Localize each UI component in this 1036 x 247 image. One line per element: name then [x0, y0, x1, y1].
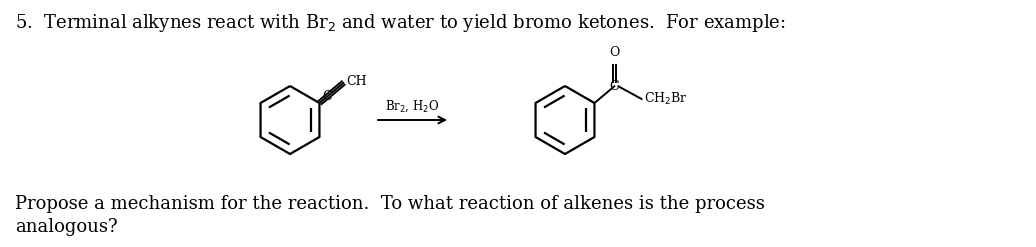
Text: 5.  Terminal alkynes react with Br$_2$ and water to yield bromo ketones.  For ex: 5. Terminal alkynes react with Br$_2$ an…	[15, 12, 786, 34]
Text: CH$_2$Br: CH$_2$Br	[643, 91, 687, 107]
Text: Br$_2$, H$_2$O: Br$_2$, H$_2$O	[385, 99, 439, 114]
Text: O: O	[609, 46, 620, 59]
Text: analogous?: analogous?	[15, 218, 118, 236]
Text: C: C	[322, 90, 332, 103]
Text: Propose a mechanism for the reaction.  To what reaction of alkenes is the proces: Propose a mechanism for the reaction. To…	[15, 195, 765, 213]
Text: C: C	[609, 80, 620, 93]
Text: CH: CH	[346, 75, 367, 88]
